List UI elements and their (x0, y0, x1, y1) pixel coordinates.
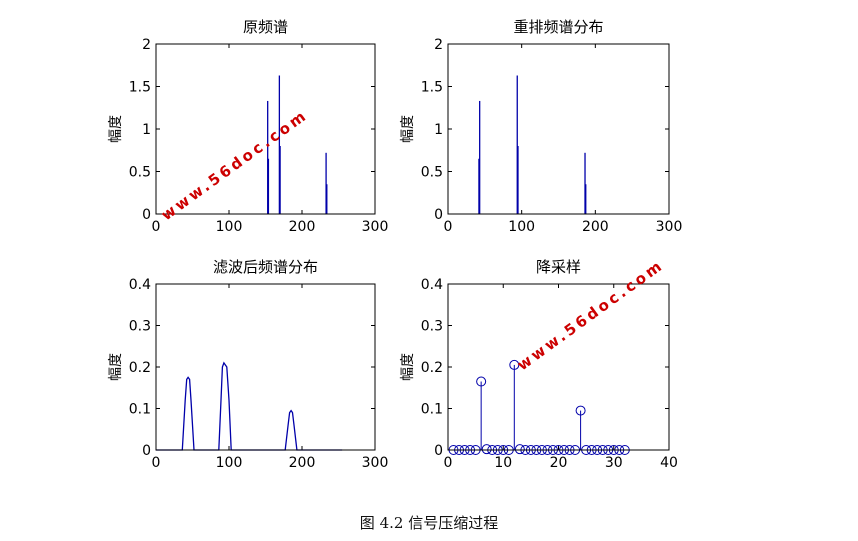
plot-frame (155, 43, 376, 215)
y-tick-label: 2 (434, 37, 443, 53)
x-tick-label: 40 (660, 455, 678, 471)
x-tick-label: 200 (582, 219, 609, 235)
data-point (575, 405, 586, 416)
plot-frame (155, 283, 376, 451)
figure-caption: 图 4.2 信号压缩过程 (359, 514, 499, 532)
x-tick-label: 200 (289, 219, 316, 235)
chart-title: 滤波后频谱分布 (213, 258, 318, 276)
y-tick-label: 0.2 (421, 360, 443, 376)
plot-frame (447, 43, 670, 215)
y-tick-label: 0.4 (421, 277, 443, 293)
data-point (476, 376, 487, 387)
y-tick-label: 0.1 (129, 402, 151, 418)
chart-title: 降采样 (536, 258, 581, 276)
x-tick-label: 10 (494, 455, 512, 471)
x-tick-label: 0 (444, 219, 453, 235)
watermark-layer: www.56doc.com www.56doc.com (158, 106, 667, 374)
y-tick-label: 0.5 (129, 165, 151, 181)
x-tick-label: 20 (550, 455, 568, 471)
plot-frame (447, 283, 670, 451)
y-axis-label: 幅度 (108, 353, 124, 381)
data-point (514, 444, 525, 455)
x-tick-label: 300 (362, 455, 389, 471)
y-tick-label: 1 (434, 122, 443, 138)
y-tick-label: 0.3 (129, 319, 151, 335)
x-tick-label: 100 (216, 455, 243, 471)
y-tick-label: 0.3 (421, 319, 443, 335)
x-tick-label: 0 (152, 455, 161, 471)
y-tick-label: 0.4 (129, 277, 151, 293)
watermark-text: www.56doc.com (158, 106, 311, 224)
y-axis-label: 幅度 (108, 115, 124, 143)
y-axis-label: 幅度 (400, 115, 416, 143)
y-axis-label: 幅度 (400, 353, 416, 381)
x-tick-label: 30 (605, 455, 623, 471)
x-tick-label: 300 (656, 219, 683, 235)
x-tick-label: 0 (444, 455, 453, 471)
x-tick-label: 0 (152, 219, 161, 235)
x-tick-label: 200 (289, 455, 316, 471)
y-tick-label: 0.2 (129, 360, 151, 376)
y-tick-label: 2 (142, 37, 151, 53)
chart-title: 重排频谱分布 (513, 18, 603, 36)
x-tick-label: 100 (508, 219, 535, 235)
y-tick-label: 1.5 (129, 80, 151, 96)
y-tick-label: 0.5 (421, 165, 443, 181)
y-tick-label: 0.1 (421, 402, 443, 418)
y-tick-label: 0 (434, 443, 443, 459)
data-point (509, 359, 520, 370)
series-line (156, 361, 343, 451)
y-tick-label: 0 (142, 443, 151, 459)
x-tick-label: 100 (216, 219, 243, 235)
x-tick-label: 300 (362, 219, 389, 235)
y-tick-label: 0 (142, 207, 151, 223)
data-point (481, 444, 492, 455)
y-tick-label: 0 (434, 207, 443, 223)
y-tick-label: 1.5 (421, 80, 443, 96)
y-tick-label: 1 (142, 122, 151, 138)
chart-title: 原频谱 (243, 18, 288, 36)
